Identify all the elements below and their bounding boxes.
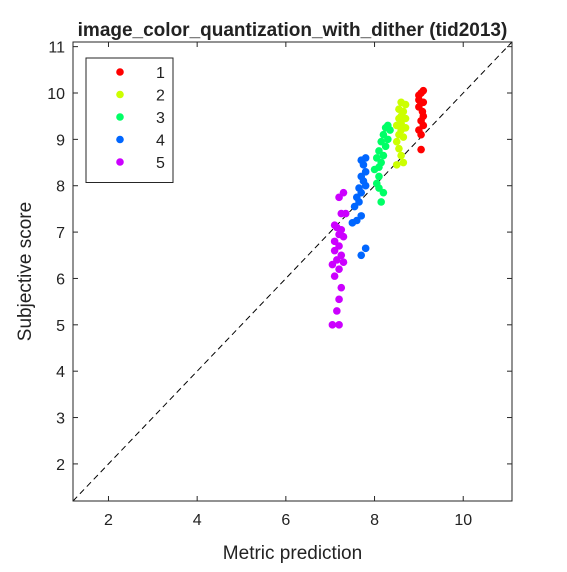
data-point-series-5 [330, 246, 339, 255]
x-tick-label: 8 [370, 512, 379, 529]
y-tick-label: 8 [56, 179, 65, 196]
data-point-series-3 [379, 151, 388, 160]
data-point-series-4 [350, 202, 359, 211]
data-point-series-3 [379, 188, 388, 197]
data-points-layer [328, 86, 428, 329]
data-point-series-2 [397, 151, 405, 160]
y-tick-label: 3 [56, 411, 65, 428]
data-point-series-1 [417, 130, 425, 139]
data-point-series-3 [375, 172, 383, 181]
y-tick-label: 7 [56, 225, 65, 242]
axes-box [72, 41, 513, 502]
legend-marker-1 [116, 68, 124, 76]
x-tick-label: 6 [281, 512, 290, 529]
data-point-series-5 [339, 258, 348, 267]
data-point-series-5 [335, 321, 343, 329]
data-point-series-3 [381, 142, 390, 151]
axes-layer [72, 41, 513, 502]
legend-label-2: 2 [156, 88, 165, 105]
y-tick-label: 4 [56, 364, 65, 381]
data-point-series-2 [399, 133, 408, 141]
y-tick-label: 5 [56, 318, 65, 335]
y-tick-label: 2 [56, 457, 65, 474]
legend-label-5: 5 [156, 155, 165, 172]
data-point-series-5 [328, 260, 337, 269]
data-point-series-5 [339, 232, 348, 241]
x-tick-label: 10 [454, 512, 472, 529]
data-point-series-3 [386, 126, 394, 134]
legend-marker-3 [116, 113, 124, 121]
data-point-series-5 [328, 321, 337, 329]
data-point-series-4 [361, 181, 370, 190]
data-point-series-5 [341, 209, 350, 218]
data-point-series-3 [377, 198, 385, 206]
legend-label-1: 1 [156, 65, 165, 82]
diagonal-reference-line [72, 41, 513, 502]
y-tick-label: 11 [48, 40, 65, 57]
x-tick-label: 2 [104, 512, 113, 529]
y-axis-label: Subjective score [15, 202, 36, 341]
legend: 1 2 3 4 5 [85, 57, 174, 183]
legend-marker-5 [116, 158, 124, 166]
legend-label-4: 4 [156, 133, 165, 150]
data-point-series-4 [357, 251, 366, 260]
data-point-series-2 [401, 100, 410, 109]
data-point-series-4 [361, 244, 370, 253]
data-point-series-1 [419, 86, 428, 95]
data-point-series-5 [337, 283, 346, 292]
data-point-series-5 [335, 193, 343, 202]
data-point-series-3 [384, 135, 392, 144]
x-tick-label: 4 [193, 512, 202, 529]
x-axis-label: Metric prediction [223, 543, 362, 564]
legend-label-3: 3 [156, 110, 165, 127]
data-point-series-3 [370, 165, 379, 174]
data-point-series-2 [392, 161, 401, 169]
data-point-series-2 [392, 137, 401, 146]
data-point-series-4 [359, 161, 368, 169]
data-point-series-2 [399, 158, 408, 167]
data-point-series-5 [333, 307, 341, 315]
data-point-series-5 [335, 295, 343, 304]
reference-line-layer [72, 41, 513, 502]
y-tick-label: 9 [56, 132, 65, 149]
chart-title: image_color_quantization_with_dither (ti… [78, 20, 508, 41]
data-point-series-2 [395, 144, 403, 153]
legend-marker-4 [116, 135, 124, 144]
data-point-series-5 [330, 272, 339, 280]
data-point-series-4 [348, 219, 357, 227]
legend-marker-2 [116, 90, 124, 99]
y-tick-label: 10 [47, 86, 65, 103]
y-tick-label: 6 [56, 271, 65, 288]
legend-box [85, 57, 174, 183]
data-point-series-5 [335, 265, 343, 273]
ticks-layer: 2 4 6 8 10 2 3 4 5 6 7 8 9 10 11 [47, 40, 512, 529]
data-point-series-1 [417, 145, 425, 154]
